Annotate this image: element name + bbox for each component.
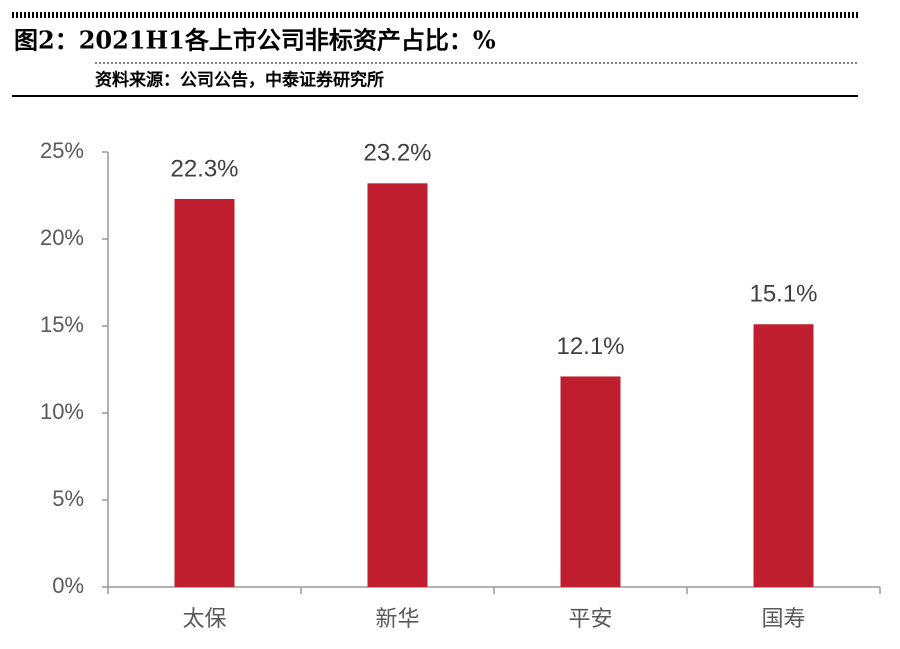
value-label: 12.1% (556, 333, 624, 360)
y-tick-label: 10% (40, 399, 84, 424)
y-tick-label: 15% (40, 312, 84, 337)
x-tick-label: 新华 (375, 606, 419, 631)
x-tick-label: 平安 (568, 606, 612, 631)
y-tick-label: 25% (40, 138, 84, 163)
bar (560, 376, 621, 587)
value-label: 23.2% (363, 140, 431, 167)
source: 资料来源：公司公告，中泰证券研究所 (95, 69, 384, 89)
x-tick-label: 国寿 (761, 606, 805, 631)
bar (367, 183, 428, 587)
value-label: 15.1% (749, 281, 817, 308)
x-tick-label: 太保 (182, 606, 226, 631)
y-tick-label: 5% (52, 486, 84, 511)
y-tick-label: 0% (52, 573, 84, 598)
chart-title: 图2：2021H1各上市公司非标资产占比：% (14, 26, 496, 55)
value-label: 22.3% (170, 155, 238, 182)
bar (174, 198, 235, 588)
bar (753, 324, 814, 587)
y-tick-label: 20% (40, 225, 84, 250)
